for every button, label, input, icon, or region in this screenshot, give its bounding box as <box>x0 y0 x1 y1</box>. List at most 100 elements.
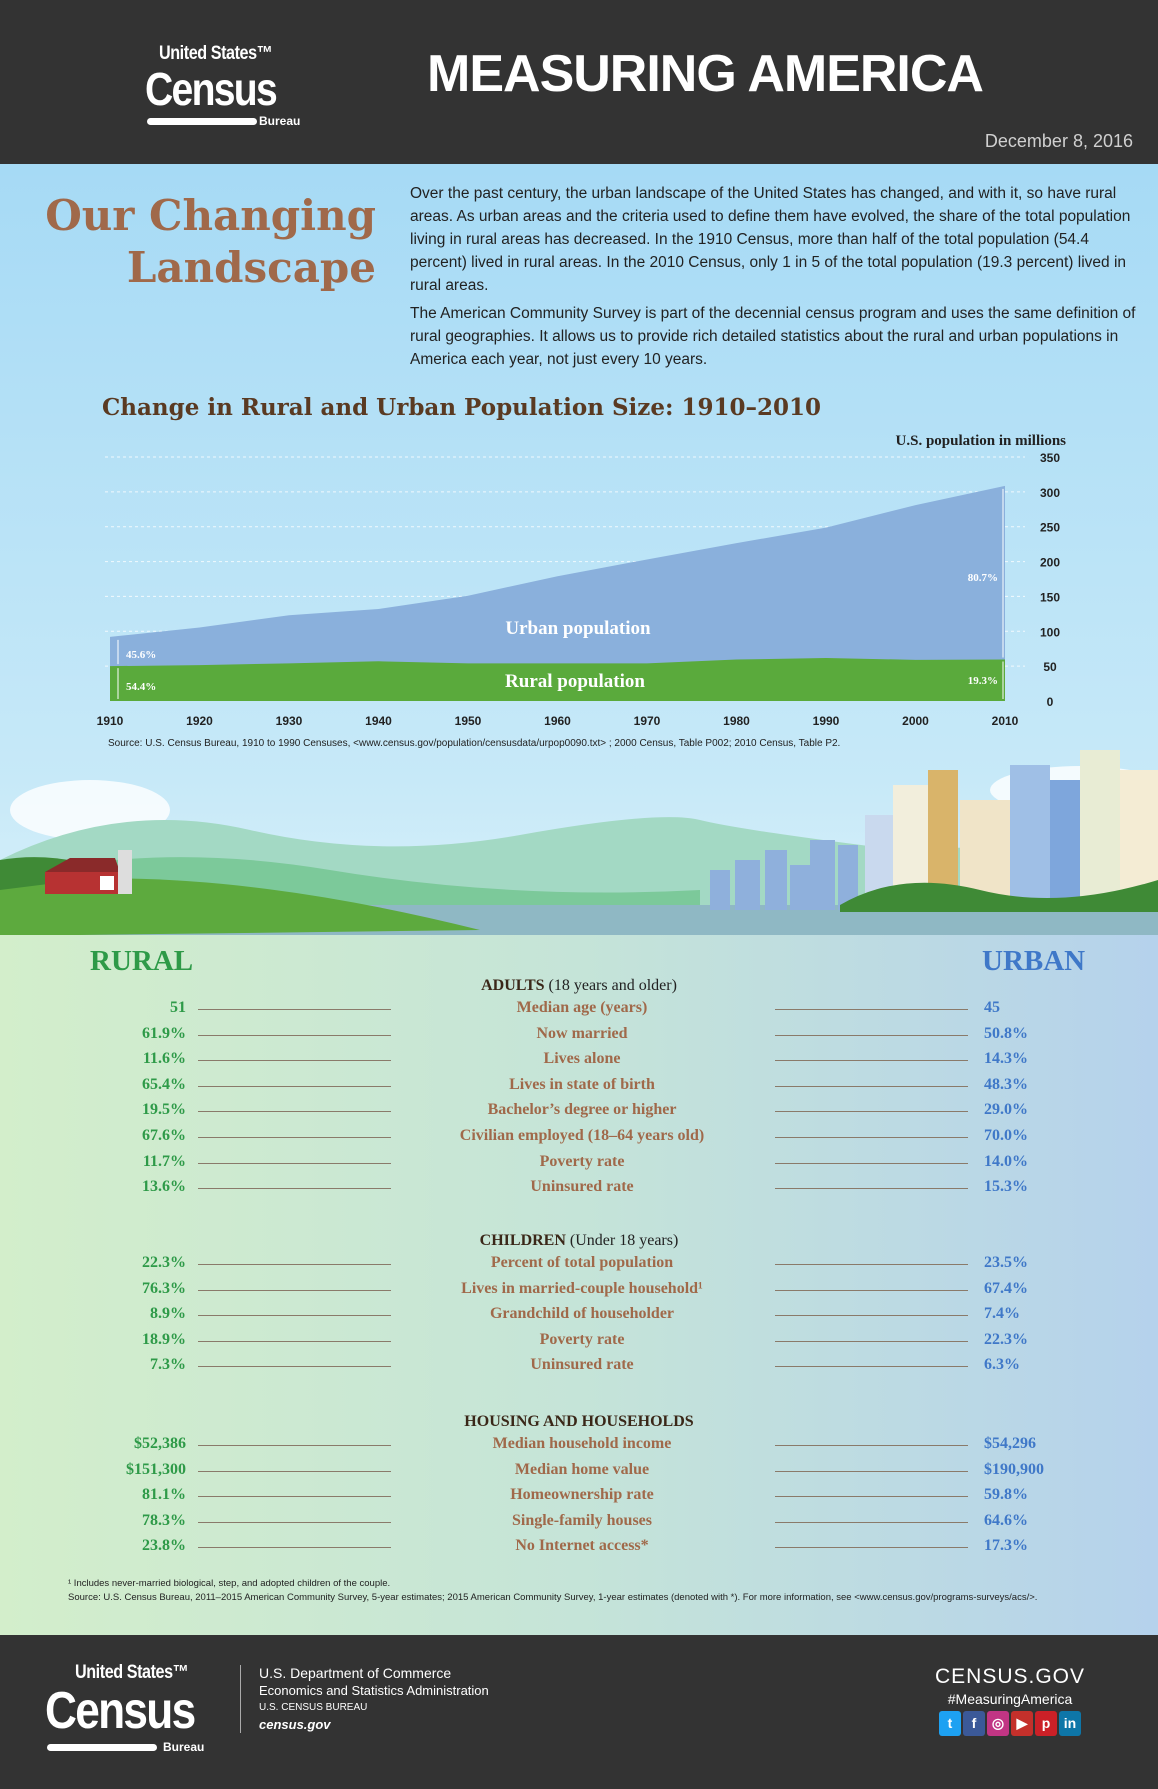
annotation-urban-2010: 80.7% <box>968 572 998 584</box>
stat-row: 13.6% Uninsured rate 15.3% <box>0 1178 1158 1203</box>
rural-value: 51 <box>170 999 186 1016</box>
divider-line <box>775 1315 968 1317</box>
divider-line <box>775 1289 968 1291</box>
stat-row: 51 Median age (years) 45 <box>0 999 1158 1024</box>
y-tick-label: 50 <box>1043 660 1057 674</box>
urban-value: 6.3% <box>984 1356 1020 1374</box>
population-area-chart: 0 50 100 150 200 250 300 350 U.S. population in … <box>97 433 1067 728</box>
y-axis-label: U.S. population in millions <box>896 433 1067 449</box>
x-tick-label: 2000 <box>902 714 929 728</box>
twitter-icon[interactable]: t <box>939 1711 961 1736</box>
stat-label: Now married <box>536 1024 628 1042</box>
y-tick-label: 350 <box>1040 451 1060 465</box>
stat-label: Single-family houses <box>511 1511 652 1529</box>
section-heading: Our Changing Landscape <box>45 191 376 292</box>
x-tick-label: 1920 <box>186 714 213 728</box>
linkedin-icon[interactable]: in <box>1059 1711 1081 1736</box>
urban-value: 14.0% <box>984 1152 1028 1170</box>
stat-label: Lives in married-couple household¹ <box>461 1279 703 1297</box>
social-links: t f ◎ ▶ p in <box>900 1707 1120 1736</box>
urban-value: 59.8% <box>984 1486 1028 1504</box>
barn-icon <box>45 850 132 894</box>
stat-label: Median age (years) <box>516 999 648 1016</box>
stat-label: Lives alone <box>543 1050 621 1068</box>
landscape-illustration <box>0 750 1158 936</box>
stat-label: No Internet access* <box>515 1537 649 1555</box>
rural-area <box>110 657 1005 701</box>
divider-line <box>775 1366 968 1368</box>
divider-line <box>198 1547 391 1549</box>
urban-value: 14.3% <box>984 1050 1028 1068</box>
y-tick-label: 150 <box>1040 590 1060 604</box>
urban-value: 29.0% <box>984 1101 1028 1119</box>
stat-label: Median household income <box>492 1435 672 1452</box>
rural-heading: RURAL <box>90 945 194 977</box>
y-tick-label: 300 <box>1040 486 1060 500</box>
urban-series-label: Urban population <box>505 618 651 639</box>
rural-value: 23.8% <box>142 1537 186 1555</box>
divider-line <box>198 1111 391 1113</box>
stat-row: 18.9% Poverty rate 22.3% <box>0 1331 1158 1356</box>
facebook-icon[interactable]: f <box>963 1711 985 1736</box>
page-title: MEASURING AMERICA <box>427 45 984 103</box>
divider-line <box>198 1009 391 1010</box>
stat-row: 81.1% Homeownership rate 59.8% <box>0 1486 1158 1511</box>
divider-line <box>775 1496 968 1498</box>
divider-line <box>775 1034 968 1036</box>
rural-value: 11.6% <box>142 1050 186 1068</box>
stat-label: Median home value <box>514 1460 650 1478</box>
rural-value: $52,386 <box>134 1435 186 1452</box>
divider-line <box>775 1009 968 1010</box>
urban-area <box>110 485 1005 701</box>
rural-value: 67.6% <box>142 1127 186 1144</box>
x-tick-label: 1930 <box>276 714 303 728</box>
section-header: HOUSING AND HOUSEHOLDS <box>464 1413 694 1430</box>
stat-row: 65.4% Lives in state of birth 48.3% <box>0 1076 1158 1101</box>
section-header: ADULTS (18 years and older) <box>481 977 677 994</box>
urban-value: 17.3% <box>984 1537 1028 1555</box>
annotation-rural-2010: 19.3% <box>968 675 998 687</box>
census-gov-link[interactable]: census.gov <box>259 1717 331 1732</box>
stat-row: 23.8% No Internet access* 17.3% <box>0 1537 1158 1562</box>
urban-value: 50.8% <box>984 1024 1028 1042</box>
divider-line <box>198 1137 391 1138</box>
chart-title: Change in Rural and Urban Population Siz… <box>102 394 822 421</box>
divider-line <box>775 1264 968 1265</box>
divider-line <box>198 1521 391 1523</box>
pinterest-icon[interactable]: p <box>1035 1711 1057 1736</box>
youtube-icon[interactable]: ▶ <box>1011 1711 1033 1736</box>
urban-value: 70.0% <box>984 1127 1028 1144</box>
rural-value: 76.3% <box>142 1279 186 1297</box>
stat-label: Uninsured rate <box>530 1356 634 1374</box>
rural-value: 8.9% <box>150 1305 186 1323</box>
rural-value: 65.4% <box>142 1075 186 1093</box>
rural-value: 13.6% <box>142 1178 186 1196</box>
chart-source: Source: U.S. Census Bureau, 1910 to 1990… <box>108 738 841 749</box>
x-tick-label: 1970 <box>634 714 661 728</box>
stat-label: Civilian employed (18–64 years old) <box>459 1127 705 1144</box>
divider-line <box>198 1034 391 1036</box>
annotation-urban-1910: 45.6% <box>126 649 156 661</box>
divider-line <box>198 1188 391 1190</box>
stat-label: Grandchild of householder <box>489 1305 675 1323</box>
stat-row: 11.7% Poverty rate 14.0% <box>0 1153 1158 1178</box>
divider-line <box>775 1111 968 1113</box>
rural-value: $151,300 <box>126 1460 186 1478</box>
rural-value: 78.3% <box>142 1511 186 1529</box>
x-tick-label: 1980 <box>723 714 750 728</box>
urban-value: $54,296 <box>984 1435 1036 1452</box>
rural-value: 81.1% <box>142 1486 186 1504</box>
stat-label: Homeownership rate <box>510 1486 654 1504</box>
x-tick-label: 1960 <box>544 714 571 728</box>
stat-row: 61.9% Now married 50.8% <box>0 1025 1158 1050</box>
rural-series-label: Rural population <box>505 671 645 692</box>
instagram-icon[interactable]: ◎ <box>987 1711 1009 1736</box>
census-gov-link[interactable]: CENSUS.GOV <box>934 1665 1086 1688</box>
stat-row: 19.5% Bachelor’s degree or higher 29.0% <box>0 1101 1158 1126</box>
y-tick-label: 250 <box>1040 521 1060 535</box>
stat-label: Poverty rate <box>539 1330 625 1348</box>
stat-label: Percent of total population <box>490 1254 674 1271</box>
divider-line <box>198 1366 391 1368</box>
divider-line <box>198 1445 391 1446</box>
stat-row: 7.3% Uninsured rate 6.3% <box>0 1356 1158 1381</box>
